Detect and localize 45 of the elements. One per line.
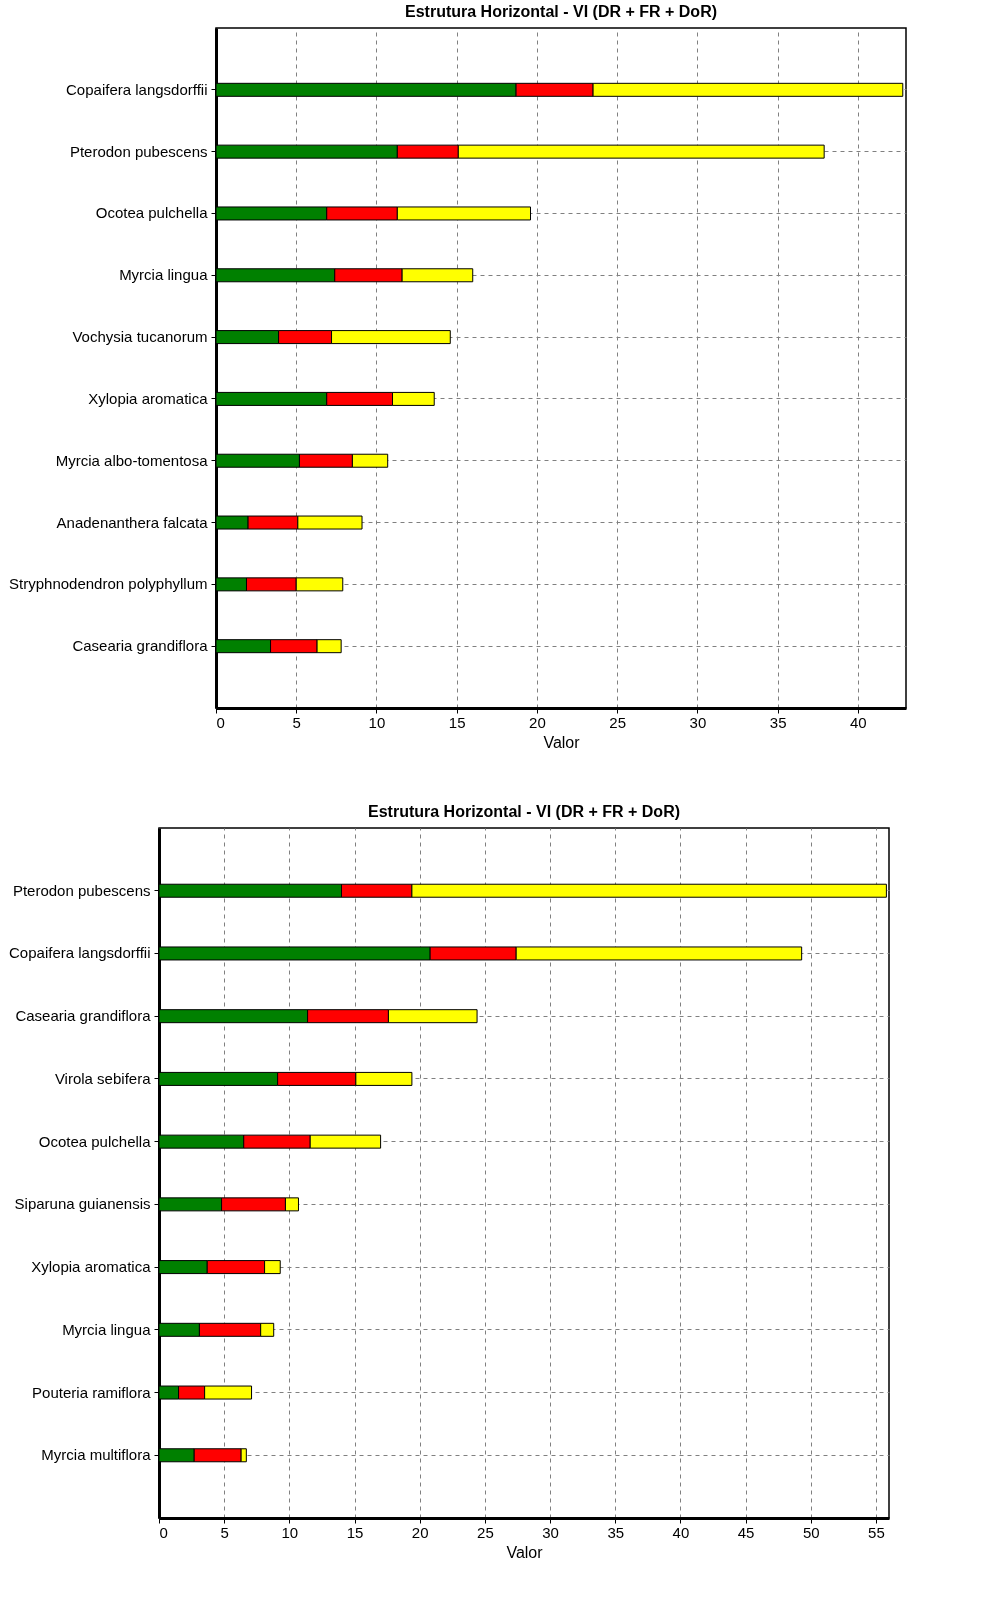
x-tick-label: 30 bbox=[542, 1523, 559, 1541]
y-tick-label: Vochysia tucanorum bbox=[72, 328, 208, 346]
x-tick-label: 20 bbox=[411, 1523, 429, 1541]
x-axis-title: Valor bbox=[506, 1543, 544, 1561]
y-tick-label: Myrcia lingua bbox=[119, 266, 209, 284]
y-tick-label: Pouteria ramiflora bbox=[32, 1383, 152, 1401]
x-axis-title: Valor bbox=[543, 733, 581, 751]
x-tick-label: 40 bbox=[850, 713, 867, 731]
x-tick-label: 35 bbox=[607, 1523, 625, 1541]
chart-title: Estrutura Horizontal - VI (DR + FR + DoR) bbox=[367, 803, 681, 820]
y-tick-label: Virola sebifera bbox=[54, 1069, 152, 1087]
x-tick-label: 5 bbox=[220, 1523, 229, 1541]
y-tick-label: Siparuna guianensis bbox=[14, 1195, 151, 1213]
x-tick-label: 20 bbox=[529, 713, 546, 731]
x-tick-label: 15 bbox=[346, 1523, 364, 1541]
chart-title: Estrutura Horizontal - VI (DR + FR + DoR) bbox=[404, 3, 718, 20]
y-tick-label: Ocotea pulchella bbox=[38, 1132, 152, 1150]
y-tick-label: Casearia grandiflora bbox=[72, 637, 209, 655]
y-tick-label: Casearia grandiflora bbox=[15, 1007, 152, 1025]
x-tick-label: 25 bbox=[609, 713, 627, 731]
x-tick-label: 40 bbox=[672, 1523, 690, 1541]
y-tick-label: Anadenanthera falcata bbox=[56, 513, 209, 531]
y-tick-label: Xylopia aromatica bbox=[31, 1258, 152, 1276]
y-tick-label: Xylopia aromatica bbox=[88, 389, 209, 407]
x-tick-label: 0 bbox=[159, 1523, 168, 1541]
x-tick-label: 50 bbox=[802, 1523, 820, 1541]
x-tick-label: 5 bbox=[292, 713, 301, 731]
y-tick-label: Copaifera langsdorffii bbox=[66, 80, 208, 98]
y-tick-label: Pterodon pubescens bbox=[69, 142, 208, 160]
x-tick-label: 45 bbox=[737, 1523, 755, 1541]
y-tick-label: Stryphnodendron polyphyllum bbox=[9, 575, 208, 593]
y-tick-label: Ocotea pulchella bbox=[95, 204, 209, 222]
x-tick-label: 25 bbox=[477, 1523, 494, 1541]
x-tick-label: 15 bbox=[448, 713, 466, 731]
x-tick-label: 35 bbox=[769, 713, 787, 731]
x-tick-label: 30 bbox=[689, 713, 707, 731]
x-tick-label: 0 bbox=[216, 713, 225, 731]
x-tick-label: 10 bbox=[281, 1523, 299, 1541]
y-tick-label: Copaifera langsdorffii bbox=[9, 944, 151, 962]
y-tick-label: Myrcia lingua bbox=[62, 1320, 152, 1338]
y-tick-label: Pterodon pubescens bbox=[12, 881, 151, 899]
x-tick-label: 55 bbox=[868, 1523, 885, 1541]
y-tick-label: Myrcia multiflora bbox=[41, 1446, 152, 1464]
y-tick-label: Myrcia albo-tomentosa bbox=[55, 451, 209, 469]
x-tick-label: 10 bbox=[368, 713, 386, 731]
